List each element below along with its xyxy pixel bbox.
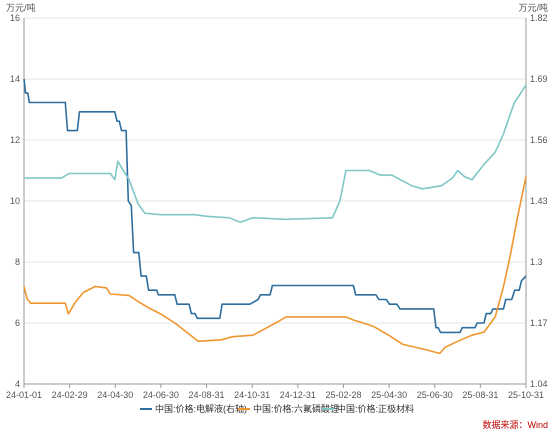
x-tick-label: 24-08-31 (189, 390, 225, 400)
right-tick-label: 1.43 (530, 196, 548, 206)
x-tick-label: 24-01-01 (6, 390, 42, 400)
left-tick-label: 12 (10, 135, 20, 145)
x-tick-label: 24-12-31 (280, 390, 316, 400)
left-axis-unit: 万元/吨 (6, 2, 36, 13)
right-tick-label: 1.82 (530, 13, 548, 23)
right-axis-unit: 万元/吨 (518, 2, 548, 13)
series-line-1 (23, 78, 527, 334)
right-tick-label: 1.56 (530, 135, 548, 145)
left-tick-label: 16 (10, 13, 20, 23)
x-tick-label: 24-04-30 (97, 390, 133, 400)
legend-label-2: 中国:价格:六氟磷酸锂 (253, 403, 339, 414)
series-line-3 (24, 84, 527, 224)
x-tick-label: 25-04-30 (371, 390, 407, 400)
x-tick-label: 24-10-31 (234, 390, 270, 400)
left-tick-label: 6 (15, 318, 20, 328)
x-tick-label: 25-08-31 (462, 390, 498, 400)
left-tick-label: 14 (10, 74, 20, 84)
x-tick-label: 24-02-29 (52, 390, 88, 400)
right-tick-label: 1.69 (530, 74, 548, 84)
legend-label-3: 中国:价格:正极材料 (337, 403, 414, 414)
series-line-2 (23, 176, 527, 355)
right-tick-label: 1.04 (530, 379, 548, 389)
right-tick-label: 1.17 (530, 318, 548, 328)
legend-label-1: 中国:价格:电解液(右轴) (155, 403, 247, 414)
x-tick-label: 25-02-28 (325, 390, 361, 400)
x-tick-label: 25-10-31 (508, 390, 544, 400)
left-tick-label: 10 (10, 196, 20, 206)
data-source: 数据来源：Wind (482, 419, 548, 430)
left-tick-label: 8 (15, 257, 20, 267)
x-tick-label: 24-06-30 (143, 390, 179, 400)
series-lines (23, 78, 527, 355)
right-tick-label: 1.3 (530, 257, 543, 267)
x-tick-label: 25-06-30 (417, 390, 453, 400)
axes: 4 6 8 10 12 14 16 1.04 1.17 1.3 1.43 1.56 1.69 1.82 24… (6, 13, 548, 400)
left-tick-label: 4 (15, 379, 20, 389)
grid (24, 17, 526, 385)
